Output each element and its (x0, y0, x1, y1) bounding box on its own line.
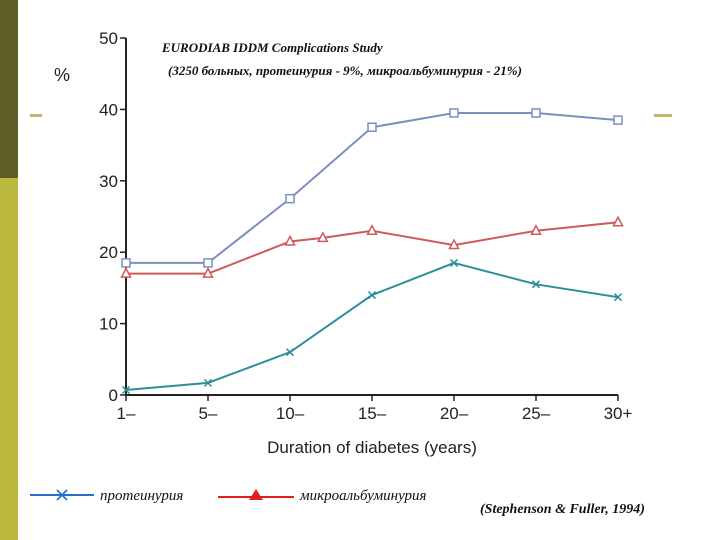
data-point-triangle (317, 231, 329, 243)
chart-panel (42, 12, 654, 470)
y-tick-label: 0 (109, 386, 118, 405)
data-point-square (613, 115, 623, 125)
x-axis-label: Duration of diabetes (years) (267, 438, 477, 457)
series-line-0 (126, 111, 619, 264)
data-point-x (367, 291, 377, 300)
legend-marker-microalbuminuria (218, 489, 294, 500)
data-point-square (121, 258, 131, 268)
chart-title: EURODIAB IDDM Complications Study (162, 40, 383, 55)
data-point-x (613, 293, 623, 302)
x-tick-label: 25– (522, 404, 551, 423)
data-point-square (531, 108, 541, 118)
data-point-triangle (284, 234, 296, 246)
legend-label-proteinuria: протеинурия (100, 488, 184, 504)
x-tick-label: 5– (199, 404, 218, 423)
series-line-2 (125, 261, 619, 391)
data-point-triangle (202, 267, 214, 278)
slide-accent-bar-dark (0, 0, 18, 178)
legend-label-microalbuminuria: микроальбуминурия (300, 488, 427, 504)
data-point-triangle (530, 224, 542, 236)
data-point-triangle (612, 215, 624, 227)
x-tick-label: 10– (276, 404, 305, 423)
y-tick-label: 10 (99, 315, 118, 334)
x-tick-label: 1– (117, 404, 136, 423)
chart-subtitle: (3250 больных, протеинурия - 9%, микроал… (168, 63, 522, 78)
data-point-x (203, 378, 213, 387)
y-tick-label: 20 (99, 243, 118, 262)
x-tick-label: 15– (358, 404, 387, 423)
y-axis-label: % (54, 65, 70, 85)
data-point-x (531, 280, 541, 289)
source-citation: (Stephenson & Fuller, 1994) (480, 502, 645, 517)
slide-accent-bar-light (0, 178, 18, 540)
data-point-square (285, 193, 295, 204)
data-point-triangle (120, 267, 132, 278)
data-point-x (285, 348, 295, 357)
y-tick-label: 40 (99, 100, 118, 119)
y-tick-label: 30 (99, 172, 118, 191)
data-point-x (449, 258, 459, 267)
y-tick-label: 50 (99, 29, 118, 48)
data-point-triangle (366, 224, 378, 236)
data-point-triangle (448, 238, 460, 250)
data-point-x (121, 385, 131, 395)
data-point-square (367, 122, 377, 132)
x-tick-label: 20– (440, 404, 469, 423)
data-point-square (449, 108, 459, 118)
legend-marker-proteinuria (30, 489, 94, 501)
series-line-1 (126, 221, 619, 275)
x-tick-label: 30+ (604, 404, 633, 423)
data-point-square (203, 258, 213, 268)
